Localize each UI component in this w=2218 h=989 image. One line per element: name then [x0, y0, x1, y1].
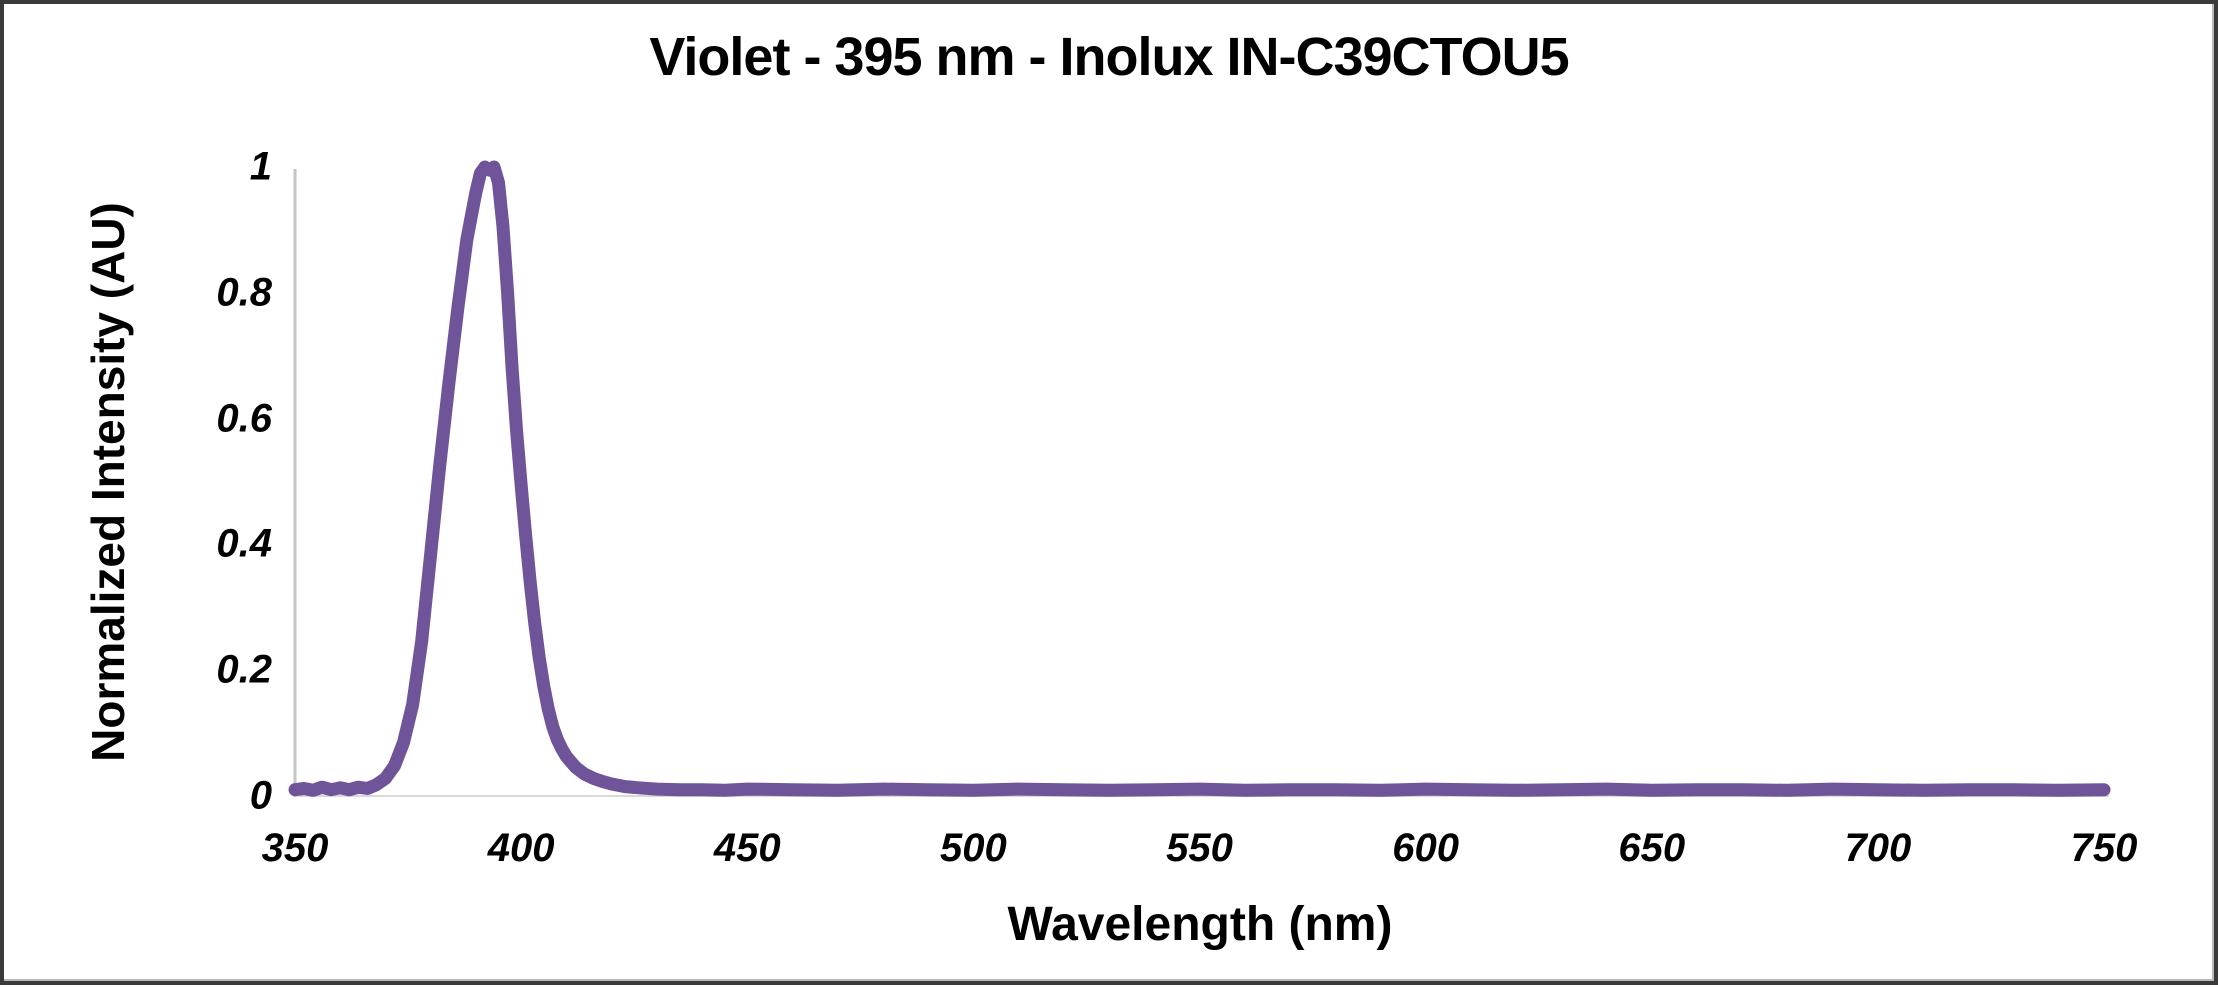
plot-area [288, 160, 2111, 797]
y-tick-label: 0 [249, 773, 272, 818]
y-tick-label: 1 [249, 144, 272, 189]
chart-title: Violet - 395 nm - Inolux IN-C39CTOU5 [649, 27, 1569, 87]
x-tick-label: 500 [940, 826, 1007, 870]
x-tick-label: 750 [2070, 826, 2138, 870]
y-tick-label: 0.4 [216, 521, 272, 566]
x-tick-label: 450 [713, 826, 781, 870]
x-tick-label: 400 [487, 826, 555, 870]
x-tick-label: 550 [1166, 826, 1233, 870]
x-axis-title: Wavelength (nm) [1007, 898, 1393, 951]
y-tick-label: 0.6 [216, 396, 272, 441]
x-tick-label: 600 [1392, 826, 1459, 870]
y-tick-label: 0.2 [216, 647, 272, 692]
x-tick-label: 650 [1618, 826, 1686, 870]
x-tick-label: 700 [1844, 826, 1912, 870]
x-tick-label: 350 [261, 826, 329, 870]
spectrum-line [288, 160, 2111, 797]
y-tick-label: 0.8 [216, 270, 272, 315]
